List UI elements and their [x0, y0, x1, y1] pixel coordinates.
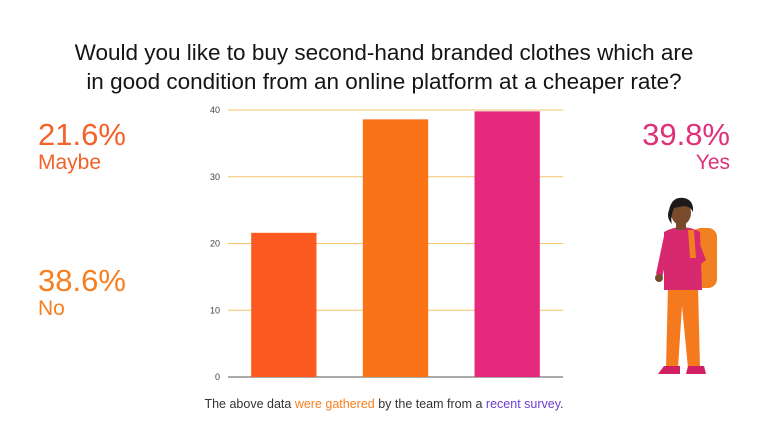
y-tick-label-40: 40: [210, 105, 220, 115]
y-tick-label-0: 0: [215, 372, 220, 382]
y-tick-label-30: 30: [210, 172, 220, 182]
bar-no: [363, 119, 428, 377]
footnote-highlight-survey: recent survey: [486, 397, 560, 411]
footnote-part-5: .: [560, 397, 563, 411]
bar-maybe: [251, 233, 316, 377]
footnote-part-3: by the team from a: [375, 397, 486, 411]
footnote-highlight-gathered: were gathered: [295, 397, 375, 411]
person-with-backpack-illustration: [644, 196, 724, 382]
y-tick-label-10: 10: [210, 305, 220, 315]
footnote: The above data were gathered by the team…: [0, 397, 768, 411]
y-tick-label-20: 20: [210, 239, 220, 249]
footnote-part-1: The above data: [204, 397, 294, 411]
bar-yes: [475, 111, 540, 377]
